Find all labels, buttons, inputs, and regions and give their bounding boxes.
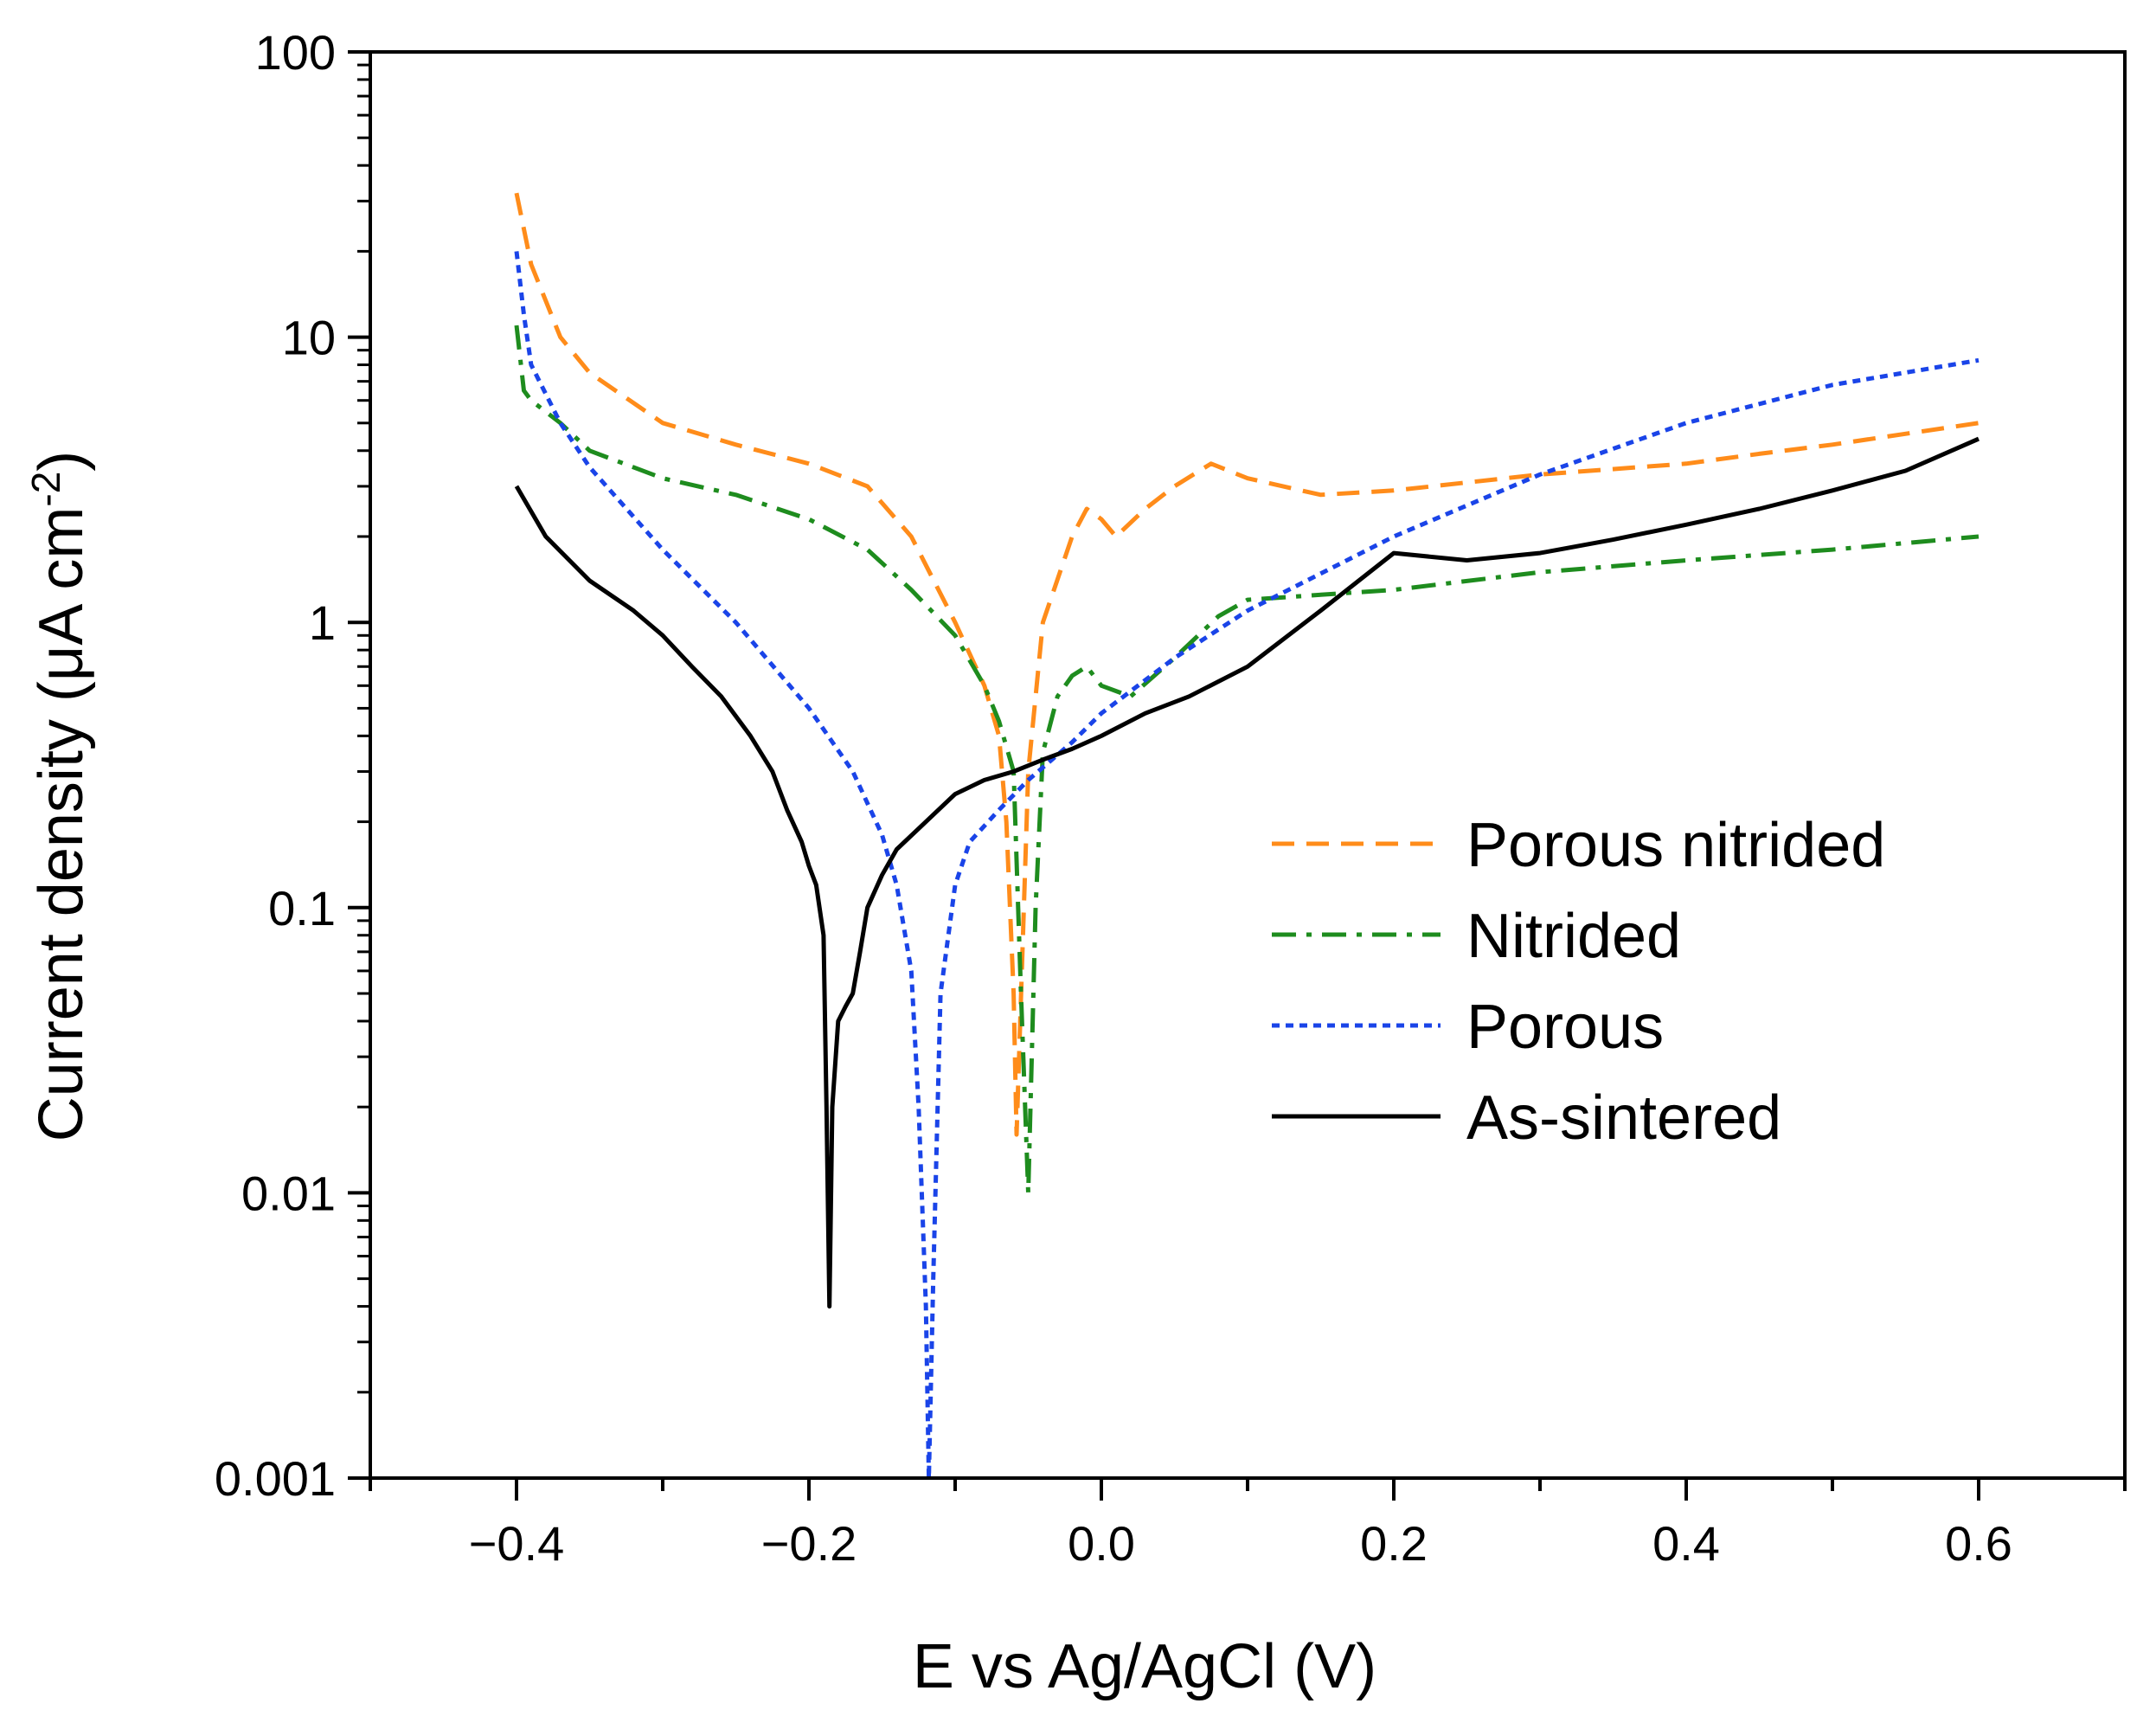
x-tick-label: 0.6: [1945, 1516, 2012, 1571]
y-tick-label: 0.1: [268, 881, 336, 935]
series-layer: [514, 192, 1980, 1481]
legend-label: Porous nitrided: [1466, 811, 1885, 880]
x-tick-label: 0.2: [1360, 1516, 1428, 1571]
x-tick-label: 0.4: [1652, 1516, 1720, 1571]
y-tick-label: 0.01: [241, 1166, 336, 1220]
y-axis-title: Current density (μA cm-2): [23, 451, 96, 1142]
y-tick-label: 10: [282, 311, 336, 365]
x-tick-label: −0.4: [469, 1516, 565, 1571]
series-line-as-sintered: [514, 436, 1980, 1309]
y-axis-title-superscript: -2: [23, 472, 68, 507]
y-tick-label: 100: [255, 25, 336, 80]
series-line-porous: [514, 251, 1980, 1481]
y-axis-title-end: ): [27, 451, 96, 472]
tick-labels-layer: −0.4 −0.2 0.0 0.2 0.4 0.6 0.001 0.01 0.1 1 10 100: [215, 25, 2012, 1571]
legend: Porous nitrided Nitrided Porous As-sintered: [1272, 811, 1885, 1153]
x-axis-title: E vs Ag/AgCl (V): [913, 1632, 1376, 1701]
legend-label: Porous: [1466, 993, 1664, 1062]
ticks-layer: [348, 50, 2127, 1501]
legend-label: As-sintered: [1466, 1083, 1781, 1153]
legend-label: Nitrided: [1466, 902, 1681, 971]
x-tick-label: −0.2: [761, 1516, 857, 1571]
x-tick-label: 0.0: [1068, 1516, 1135, 1571]
series-line-porous-nitrided: [514, 192, 1980, 1137]
y-axis-title-main: Current density (μA cm: [27, 507, 96, 1142]
y-tick-label: 1: [309, 595, 336, 650]
y-tick-label: 0.001: [215, 1451, 336, 1506]
